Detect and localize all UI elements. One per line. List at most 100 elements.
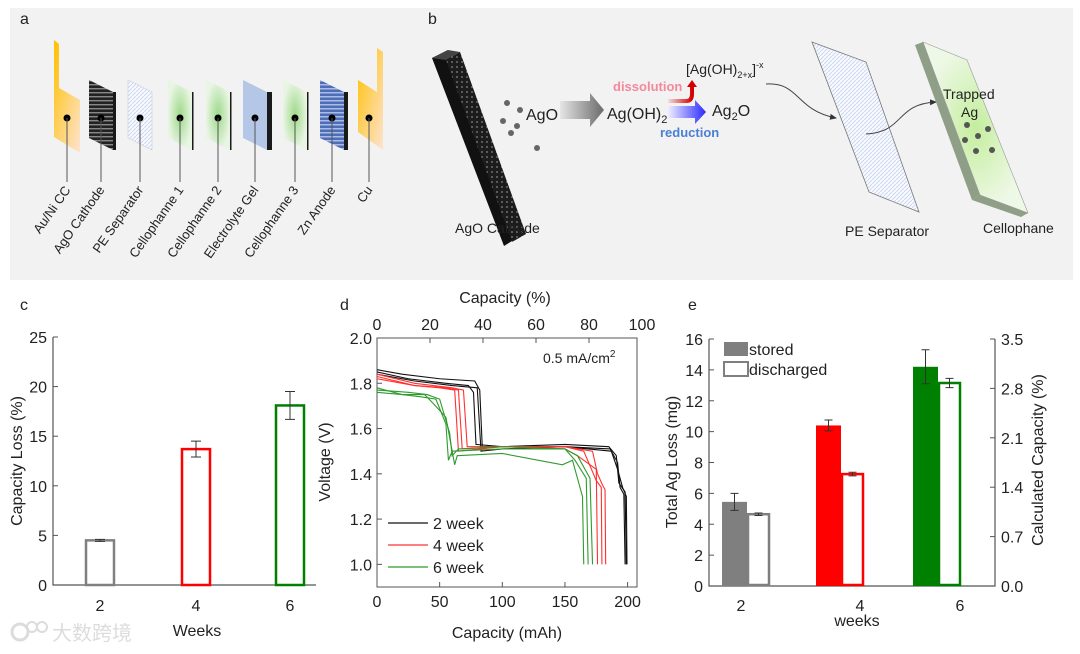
y-axis-tick-label: 20 [29,380,47,397]
error-bar [945,377,954,389]
ago-cathode-block [432,50,526,246]
top-x-tick-label: 0 [373,317,382,334]
annotation-text: 0.5 mA/cm [543,350,610,366]
top-x-axis-title: Capacity (%) [459,290,551,307]
y-axis-tick-label: 15 [29,429,47,446]
y-axis-tick-label: 0 [38,578,47,595]
discharge-curve-4-week [376,375,603,565]
bar-discharged [840,472,865,587]
y-axis-tick-label: 10 [29,479,47,496]
discharge-curve-2-week [376,369,627,565]
pe-separator-sheet [811,41,920,213]
error-bar [848,471,857,477]
y-axis-tick-label: 10 [685,425,703,442]
panel-e-ag-loss-chart: e 0 2 4 6 8 10 12 14 16 0.0 0.7 1.4 2.1 2.8 3.5 2 4 6 stor… [664,297,1047,630]
error-bar [730,492,739,511]
trapped-text: Trapped [943,86,995,102]
x-tick-label: 100 [489,594,516,611]
panel-c-capacity-loss-chart: c 0 5 10 15 20 25 2 4 6 Weeks Capacity Loss (%) [9,297,316,640]
panel-d-label: d [340,297,349,314]
bar-discharged [746,512,771,587]
diagram-background [10,8,1073,280]
cathode-label: AgO Cathode [455,220,540,236]
plot-frame [376,337,638,588]
layer-edge [344,92,348,150]
reduction-text: reduction [660,125,719,140]
gray-arrow [560,93,604,127]
watermark-text: 大数跨境 [52,622,132,645]
y2-axis-tick-label: 3.5 [1001,332,1023,349]
discharge-curve-2-week [376,373,628,565]
x-axis-title: weeks [833,613,879,630]
y-axis-tick-label: 14 [685,363,703,380]
copper-collector-shape [358,48,383,150]
discharge-curve-4-week [376,373,607,565]
top-x-tick-label: 40 [474,317,492,334]
layer-edge [267,92,272,150]
y-tick-label: 1.0 [350,557,372,574]
layer-edge [307,92,309,150]
panel-e-label: e [688,297,697,314]
x-tick-label: 0 [373,594,382,611]
layer-edge [192,92,194,150]
x-tick-label: 6 [286,598,295,615]
y-axis-tick-label: 12 [685,394,703,411]
legend-swatch [724,342,748,356]
ag2o-text: Ag2O [712,103,750,123]
x-tick-label: 6 [956,598,965,615]
complex-text: [Ag(OH)2+x]-x [686,60,764,80]
dissolution-arrow [668,86,694,103]
x-axis-title: Weeks [173,623,222,640]
trapped-ag-particles [962,122,995,154]
y-tick-label: 1.8 [350,376,372,393]
bar [274,404,306,587]
bar-stored [913,366,938,586]
separator-label: PE Separator [845,223,929,239]
y-axis-tick-label: 2 [694,548,703,565]
y2-axis-tick-label: 0.7 [1001,530,1023,547]
y2-axis-tick-label: 2.1 [1001,431,1023,448]
legend-label: 4 week [433,538,485,555]
transport-arrow-2 [865,99,937,135]
discharge-curve-6-week [376,391,585,565]
y-axis-title: Voltage (V) [317,422,334,501]
y-axis-tick-label: 6 [694,486,703,503]
panel-a-label: a [20,11,29,28]
x-tick-label: 4 [192,598,201,615]
bar [180,447,212,587]
y-axis-tick-label: 16 [685,332,703,349]
bar-stored [816,425,841,586]
watermark-logo: 大数跨境 [10,621,132,645]
x-tick-label: 4 [856,598,865,615]
y-axis-tick-label: 25 [29,330,47,347]
legend-label: stored [749,342,793,359]
current-collector-shape [54,40,80,153]
x-tick-label: 50 [431,594,449,611]
y2-axis-tick-label: 1.4 [1001,480,1023,497]
error-bar [754,512,763,516]
legend-label: discharged [749,362,827,379]
y-axis-tick-label: 4 [694,517,703,534]
legend-label: 6 week [433,560,485,577]
bar-discharged [937,381,962,587]
discharge-curve-4-week [376,378,599,565]
cellophane-label: Cellophane [983,220,1054,236]
y-axis-title: Capacity Loss (%) [9,396,26,526]
error-bar [921,349,930,385]
x-tick-label: 2 [96,598,105,615]
top-x-tick-label: 20 [421,317,439,334]
agoh2-text: Ag(OH)2 [607,106,667,126]
y-axis-tick-label: 0 [694,579,703,596]
y-tick-label: 2.0 [350,331,372,348]
current-density-annotation: 0.5 mA/cm2 [543,349,616,366]
layer-edge [113,92,116,150]
panel-d-discharge-curves: d 0 50 100 150 200 0 20 40 60 80 100 1.0 1.2 1.4 1.6 1.… [317,290,655,642]
y2-axis-tick-label: 2.8 [1001,381,1023,398]
panel-c-label: c [20,297,28,314]
trapped-ag-text: Ag [961,104,978,120]
reduction-arrow [668,100,706,124]
y-tick-label: 1.4 [350,467,372,484]
top-x-tick-label: 60 [527,317,545,334]
cellophane-sheet [915,41,1029,217]
